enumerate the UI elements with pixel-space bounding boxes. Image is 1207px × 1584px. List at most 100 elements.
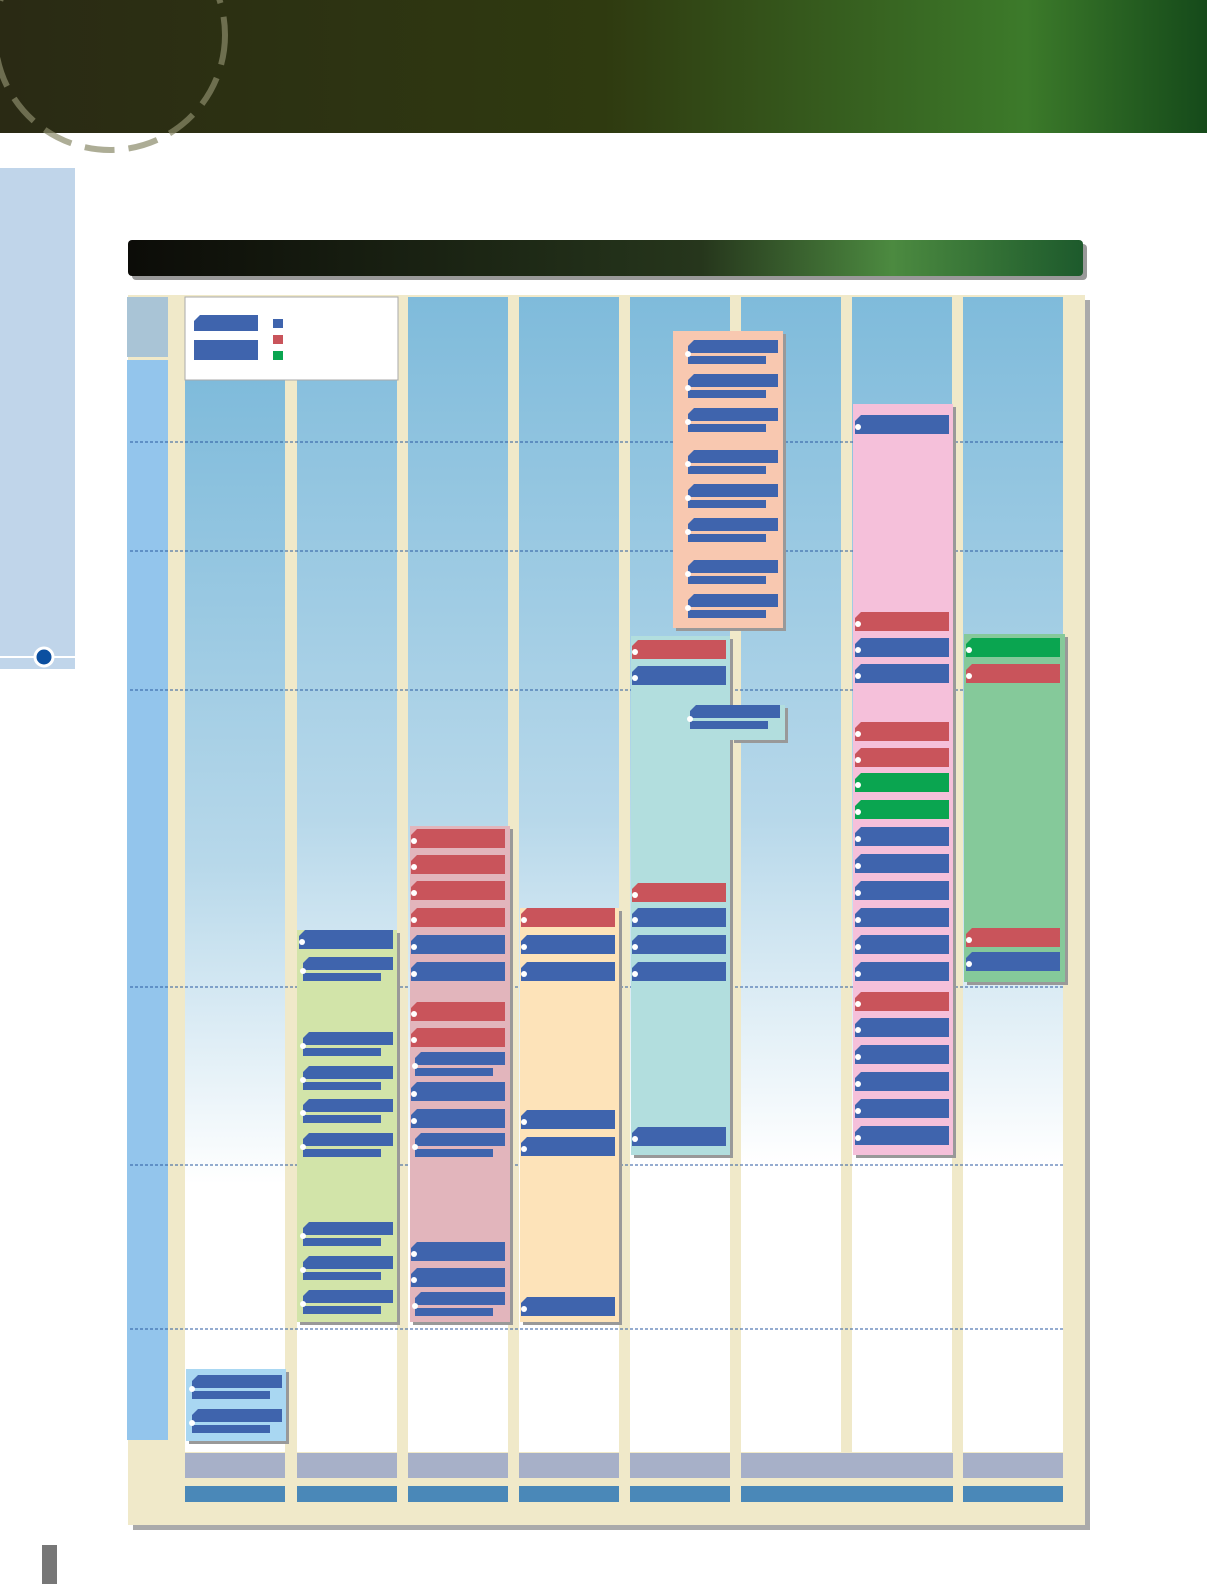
footer-cell (630, 1486, 730, 1502)
item-bar (521, 1110, 615, 1129)
item-bar (632, 935, 726, 954)
item-sub (688, 500, 766, 508)
item-dot (300, 1233, 306, 1239)
legend-swatch (273, 351, 283, 360)
item-dot (685, 385, 691, 391)
item-bar (855, 773, 949, 792)
item-bar (855, 1018, 949, 1037)
item-dot (855, 621, 861, 627)
item-dot (411, 1011, 417, 1017)
item-bar (411, 1082, 505, 1101)
item-bar (192, 1409, 282, 1422)
item-bar (303, 1032, 393, 1045)
item-sub (303, 1238, 381, 1246)
item-dot (855, 647, 861, 653)
item-dot (411, 971, 417, 977)
item-sub (303, 1306, 381, 1314)
item-dot (521, 971, 527, 977)
item-dot (411, 1118, 417, 1124)
item-bar (415, 1292, 505, 1305)
item-bar (855, 612, 949, 631)
side-panel (0, 168, 75, 658)
footer-cell (630, 1453, 730, 1478)
footer-cell (297, 1453, 397, 1478)
item-dot (411, 890, 417, 896)
item-bar (303, 1256, 393, 1269)
item-bar (966, 952, 1060, 971)
page-marker (42, 1545, 57, 1584)
legend-item (194, 340, 258, 360)
item-bar (688, 560, 778, 573)
item-bar (855, 908, 949, 927)
item-dot (632, 892, 638, 898)
footer-cell (185, 1453, 285, 1478)
item-dot (411, 1251, 417, 1257)
item-dot (300, 1077, 306, 1083)
item-dot (855, 424, 861, 430)
item-bar (521, 935, 615, 954)
item-bar (415, 1052, 505, 1065)
item-bar (855, 748, 949, 767)
item-dot (685, 495, 691, 501)
item-bar (855, 1126, 949, 1145)
item-dot (411, 1037, 417, 1043)
item-bar (855, 827, 949, 846)
item-dot (632, 917, 638, 923)
header-ring (0, 0, 228, 153)
item-dot (966, 961, 972, 967)
item-dot (300, 1110, 306, 1116)
legend-box (184, 296, 399, 381)
item-bar (415, 1133, 505, 1146)
item-dot (521, 917, 527, 923)
item-dot (855, 809, 861, 815)
item-bar (632, 640, 726, 659)
item-sub (688, 424, 766, 432)
item-bar (303, 1290, 393, 1303)
item-bar (855, 992, 949, 1011)
item-dot (521, 1119, 527, 1125)
item-dot (855, 1001, 861, 1007)
item-dot (855, 863, 861, 869)
item-bar (303, 1222, 393, 1235)
item-dot (300, 1301, 306, 1307)
item-bar (855, 800, 949, 819)
item-bar (632, 883, 726, 902)
item-bar (411, 935, 505, 954)
item-dot (632, 971, 638, 977)
item-bar (855, 1072, 949, 1091)
item-dot (855, 1108, 861, 1114)
item-bar (299, 930, 393, 949)
item-dot (855, 757, 861, 763)
item-bar (192, 1375, 282, 1388)
item-bar (521, 1297, 615, 1316)
footer-cell (741, 1453, 953, 1478)
item-bar (411, 1109, 505, 1128)
item-dot (855, 836, 861, 842)
item-bar (411, 1002, 505, 1021)
item-bar (632, 962, 726, 981)
item-bar (411, 1242, 505, 1261)
item-dot (411, 1277, 417, 1283)
item-dot (685, 419, 691, 425)
item-bar (411, 962, 505, 981)
group-box (964, 634, 1065, 982)
header-banner (0, 0, 1207, 133)
item-dot (412, 1144, 418, 1150)
item-dot (411, 917, 417, 923)
item-dot (300, 1043, 306, 1049)
item-dot (685, 529, 691, 535)
item-sub (303, 1115, 381, 1123)
side-dot (33, 646, 55, 668)
item-dot (412, 1303, 418, 1309)
footer-cell (185, 1486, 285, 1502)
item-dot (632, 1136, 638, 1142)
item-bar (855, 854, 949, 873)
column (185, 380, 285, 1452)
item-sub (303, 1048, 381, 1056)
row-head (127, 297, 168, 357)
footer-cell (408, 1486, 508, 1502)
item-dot (855, 782, 861, 788)
item-sub (690, 721, 768, 729)
item-bar (411, 829, 505, 848)
